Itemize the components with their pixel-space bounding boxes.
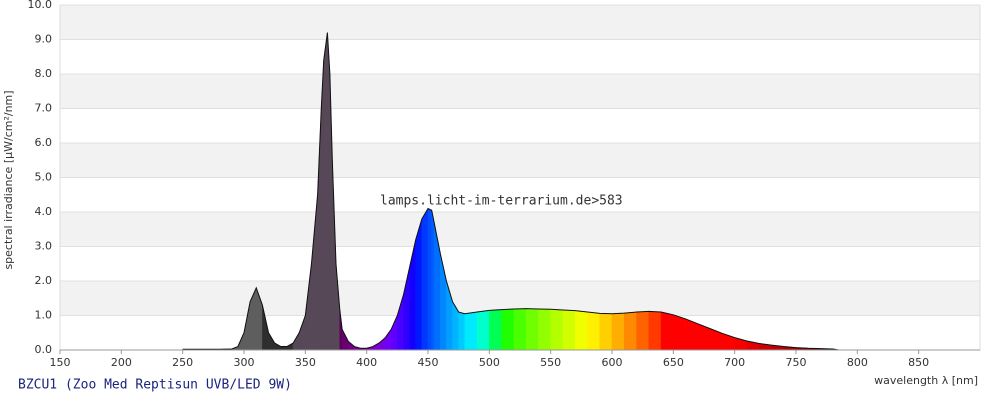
- spectrum-slice: [298, 315, 306, 351]
- y-tick-label: 7.0: [35, 102, 53, 115]
- spectrum-outline: [182, 32, 840, 351]
- y-tick-label: 4.0: [35, 205, 53, 218]
- spectrum-slice: [587, 311, 600, 351]
- spectrum-slice: [673, 314, 686, 351]
- spectrum-slice: [624, 311, 637, 351]
- spectrum-slice: [501, 308, 515, 351]
- spectrum-slice: [709, 328, 723, 351]
- annotation: lamps.licht-im-terrarium.de>583: [380, 194, 623, 209]
- spectrum-slice: [611, 312, 625, 351]
- y-tick-label: 2.0: [35, 274, 53, 287]
- x-tick-label: 450: [418, 356, 439, 369]
- x-axis-label: wavelength λ [nm]: [874, 374, 978, 387]
- x-tick-label: 250: [172, 356, 193, 369]
- spectrum-slice: [636, 311, 650, 351]
- x-tick-label: 550: [540, 356, 561, 369]
- spectrum-slice: [464, 311, 478, 351]
- spectrum-slice: [685, 318, 699, 351]
- grid-band: [60, 143, 980, 178]
- x-tick-label: 400: [356, 356, 377, 369]
- spectrum-slice: [427, 208, 432, 351]
- y-tick-label: 10.0: [28, 0, 53, 11]
- grid-band: [60, 74, 980, 109]
- x-tick-label: 300: [234, 356, 255, 369]
- grid-band: [60, 212, 980, 247]
- spectrum-slice: [384, 328, 392, 351]
- spectrum-slice: [562, 309, 576, 351]
- spectrum-slice: [538, 308, 551, 351]
- spectrum-slice: [458, 311, 466, 351]
- x-tick-label: 600: [602, 356, 623, 369]
- spectrum-slice: [415, 218, 423, 351]
- y-tick-label: 1.0: [35, 309, 53, 322]
- grid-band: [60, 5, 980, 40]
- spectrum-slice: [599, 313, 613, 351]
- x-tick-label: 700: [724, 356, 745, 369]
- x-tick-label: 800: [847, 356, 868, 369]
- spectrum-slice: [327, 32, 331, 351]
- spectrum-slice: [378, 337, 386, 351]
- y-tick-label: 3.0: [35, 240, 53, 253]
- spectrum-slice: [660, 311, 674, 351]
- y-tick-label: 6.0: [35, 136, 53, 149]
- y-tick-label: 5.0: [35, 171, 53, 184]
- x-tick-label: 150: [50, 356, 71, 369]
- spectrum-slice: [489, 309, 502, 351]
- x-tick-label: 500: [479, 356, 500, 369]
- chart-title: BZCU1 (Zoo Med Reptisun UVB/LED 9W): [18, 378, 292, 393]
- spectrum-slice: [421, 207, 429, 351]
- y-tick-label: 8.0: [35, 67, 53, 80]
- spectrum-slice: [525, 308, 539, 351]
- spectrum-slice: [431, 210, 435, 351]
- spectrum-slice: [280, 346, 288, 351]
- spectrum-slice: [648, 311, 662, 351]
- x-tick-label: 200: [111, 356, 132, 369]
- spectrum-slice: [476, 310, 490, 351]
- spectrum-slice: [390, 315, 398, 351]
- spectrum-slice: [574, 310, 588, 351]
- spectrum-slice: [323, 32, 328, 351]
- x-tick-label: 650: [663, 356, 684, 369]
- x-tick-label: 350: [295, 356, 316, 369]
- y-tick-label: 0.0: [35, 343, 53, 356]
- x-tick-label: 750: [786, 356, 807, 369]
- x-tick-label: 850: [908, 356, 929, 369]
- spectrum-slice: [513, 308, 527, 351]
- spectrum-slice: [409, 239, 416, 351]
- spectrum-slice: [550, 309, 564, 351]
- y-axis-label: spectral irradiance [µW/cm²/nm]: [2, 90, 15, 269]
- y-tick-label: 9.0: [35, 33, 53, 46]
